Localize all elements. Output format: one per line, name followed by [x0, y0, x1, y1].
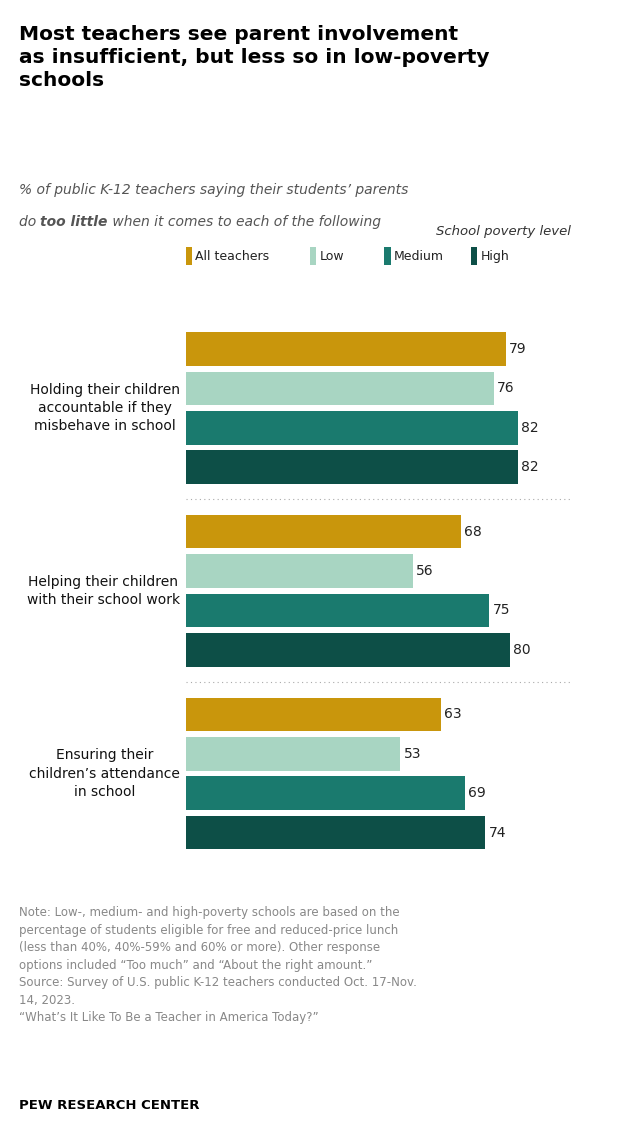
Text: School poverty level: School poverty level [435, 225, 570, 238]
Text: Helping their children
with their school work: Helping their children with their school… [27, 574, 180, 607]
Text: 82: 82 [521, 460, 539, 475]
Text: 53: 53 [404, 747, 421, 761]
Bar [186, 515, 461, 548]
Text: All teachers: All teachers [195, 249, 270, 263]
Bar [186, 594, 489, 627]
Bar [186, 777, 465, 810]
Text: 68: 68 [464, 525, 482, 539]
Text: PEW RESEARCH CENTER: PEW RESEARCH CENTER [19, 1099, 199, 1112]
Text: Medium: Medium [394, 249, 444, 263]
Bar [186, 411, 518, 445]
Text: do: do [19, 215, 40, 229]
Bar [186, 816, 485, 849]
Text: 80: 80 [513, 643, 531, 657]
Bar [186, 451, 518, 484]
Text: High: High [480, 249, 509, 263]
Text: % of public K-12 teachers saying their students’ parents: % of public K-12 teachers saying their s… [19, 183, 408, 197]
Text: Low: Low [319, 249, 344, 263]
Bar [186, 332, 506, 366]
Bar [186, 372, 494, 405]
Text: 56: 56 [416, 564, 433, 578]
Text: 63: 63 [444, 707, 462, 722]
Text: when it comes to each of the following: when it comes to each of the following [108, 215, 381, 229]
Text: Holding their children
accountable if they
misbehave in school: Holding their children accountable if th… [30, 383, 180, 434]
Bar [186, 737, 401, 771]
Text: 75: 75 [493, 604, 510, 618]
Bar [186, 633, 510, 667]
Text: Most teachers see parent involvement
as insufficient, but less so in low-poverty: Most teachers see parent involvement as … [19, 25, 489, 89]
Text: 74: 74 [489, 826, 506, 840]
Text: Ensuring their
children’s attendance
in school: Ensuring their children’s attendance in … [29, 748, 180, 799]
Text: 76: 76 [497, 381, 515, 396]
Text: Note: Low-, medium- and high-poverty schools are based on the
percentage of stud: Note: Low-, medium- and high-poverty sch… [19, 906, 417, 1024]
Text: too little: too little [40, 215, 108, 229]
Text: 79: 79 [509, 342, 526, 356]
Bar [186, 555, 412, 588]
Text: 82: 82 [521, 421, 539, 435]
Bar [186, 698, 441, 731]
Text: 69: 69 [469, 786, 486, 800]
